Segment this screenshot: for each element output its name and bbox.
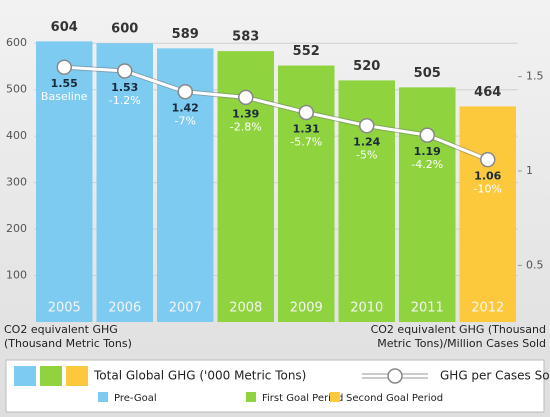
bar xyxy=(278,65,335,322)
legend-label: First Goal Period xyxy=(262,393,343,404)
legend-swatch xyxy=(246,392,256,402)
line-point xyxy=(56,59,72,75)
line-value-label: 1.19 xyxy=(414,145,441,158)
x-tick-label: 2007 xyxy=(169,301,202,316)
line-value-label: 1.31 xyxy=(293,122,320,135)
x-tick-label: 2009 xyxy=(290,301,323,316)
bar-value-label: 604 xyxy=(51,20,78,35)
y2-tick-label: 0.5 xyxy=(526,258,544,271)
legend-label: Second Goal Period xyxy=(346,393,443,404)
x-tick-label: 2012 xyxy=(471,301,504,316)
legend-swatch xyxy=(14,366,36,386)
bar xyxy=(459,106,516,323)
y-tick-label: 600 xyxy=(6,36,27,49)
legend-label: Total Global GHG ('000 Metric Tons) xyxy=(93,369,306,383)
line-value-label: 1.55 xyxy=(51,77,78,90)
bar-value-label: 589 xyxy=(172,27,199,42)
y-tick-label: 100 xyxy=(6,269,27,282)
x-tick-label: 2006 xyxy=(108,301,141,316)
y2-axis-label: Metric Tons)/Million Cases Sold xyxy=(377,337,546,350)
line-annotation: -5.7% xyxy=(290,135,322,148)
bar xyxy=(399,87,456,322)
bar-value-label: 464 xyxy=(474,85,501,100)
line-point xyxy=(359,117,375,134)
line-point xyxy=(298,104,314,121)
line xyxy=(64,65,489,162)
y-axis-label: (Thousand Metric Tons) xyxy=(4,337,132,350)
legend-swatch xyxy=(98,392,108,402)
line-point xyxy=(238,89,254,106)
line-point xyxy=(117,63,133,79)
bar xyxy=(338,80,395,323)
line-annotation: Baseline xyxy=(41,90,88,103)
bar-value-label: 583 xyxy=(232,30,259,45)
y-tick-label: 400 xyxy=(6,129,27,142)
bar-value-label: 520 xyxy=(353,59,380,74)
y2-tick-label: 1.5 xyxy=(526,70,544,83)
line-value-label: 1.06 xyxy=(474,170,501,183)
legend-box xyxy=(5,359,545,413)
legend-label: Pre-Goal xyxy=(114,393,157,404)
line-annotation: -10% xyxy=(474,183,502,196)
line-annotation: -2.8% xyxy=(230,120,262,133)
line-point xyxy=(177,83,193,100)
y-tick-label: 300 xyxy=(6,176,27,189)
line-value-label: 1.53 xyxy=(111,81,138,94)
y2-tick-label: 1 xyxy=(526,164,533,177)
line-annotation: -5% xyxy=(356,149,377,162)
x-tick-label: 2008 xyxy=(229,301,262,316)
legend-marker xyxy=(387,368,403,384)
line-value-label: 1.39 xyxy=(232,107,259,120)
y-tick-label: 500 xyxy=(6,83,27,96)
y2-axis-label: CO2 equivalent GHG (Thousand xyxy=(371,323,546,336)
legend-swatch xyxy=(40,366,62,386)
bar-value-label: 552 xyxy=(293,44,320,59)
line-value-label: 1.42 xyxy=(172,102,199,115)
x-tick-label: 2011 xyxy=(411,301,444,316)
legend-label: GHG per Cases Sold xyxy=(440,369,550,383)
y-tick-label: 200 xyxy=(6,222,27,235)
line-annotation: -7% xyxy=(175,115,196,128)
line-point xyxy=(419,127,435,143)
x-tick-label: 2005 xyxy=(48,301,81,316)
line-point xyxy=(480,151,496,168)
line-value-label: 1.24 xyxy=(353,136,380,149)
legend-swatch xyxy=(330,392,340,402)
bar-value-label: 600 xyxy=(111,22,138,37)
legend-swatch xyxy=(66,366,88,386)
bar-value-label: 505 xyxy=(414,66,441,81)
line-annotation: -4.2% xyxy=(411,158,443,171)
bar xyxy=(96,43,153,322)
line-annotation: -1.2% xyxy=(109,94,141,107)
x-tick-label: 2010 xyxy=(350,301,383,316)
bar xyxy=(36,41,93,322)
y-axis-label: CO2 equivalent GHG xyxy=(4,323,118,336)
